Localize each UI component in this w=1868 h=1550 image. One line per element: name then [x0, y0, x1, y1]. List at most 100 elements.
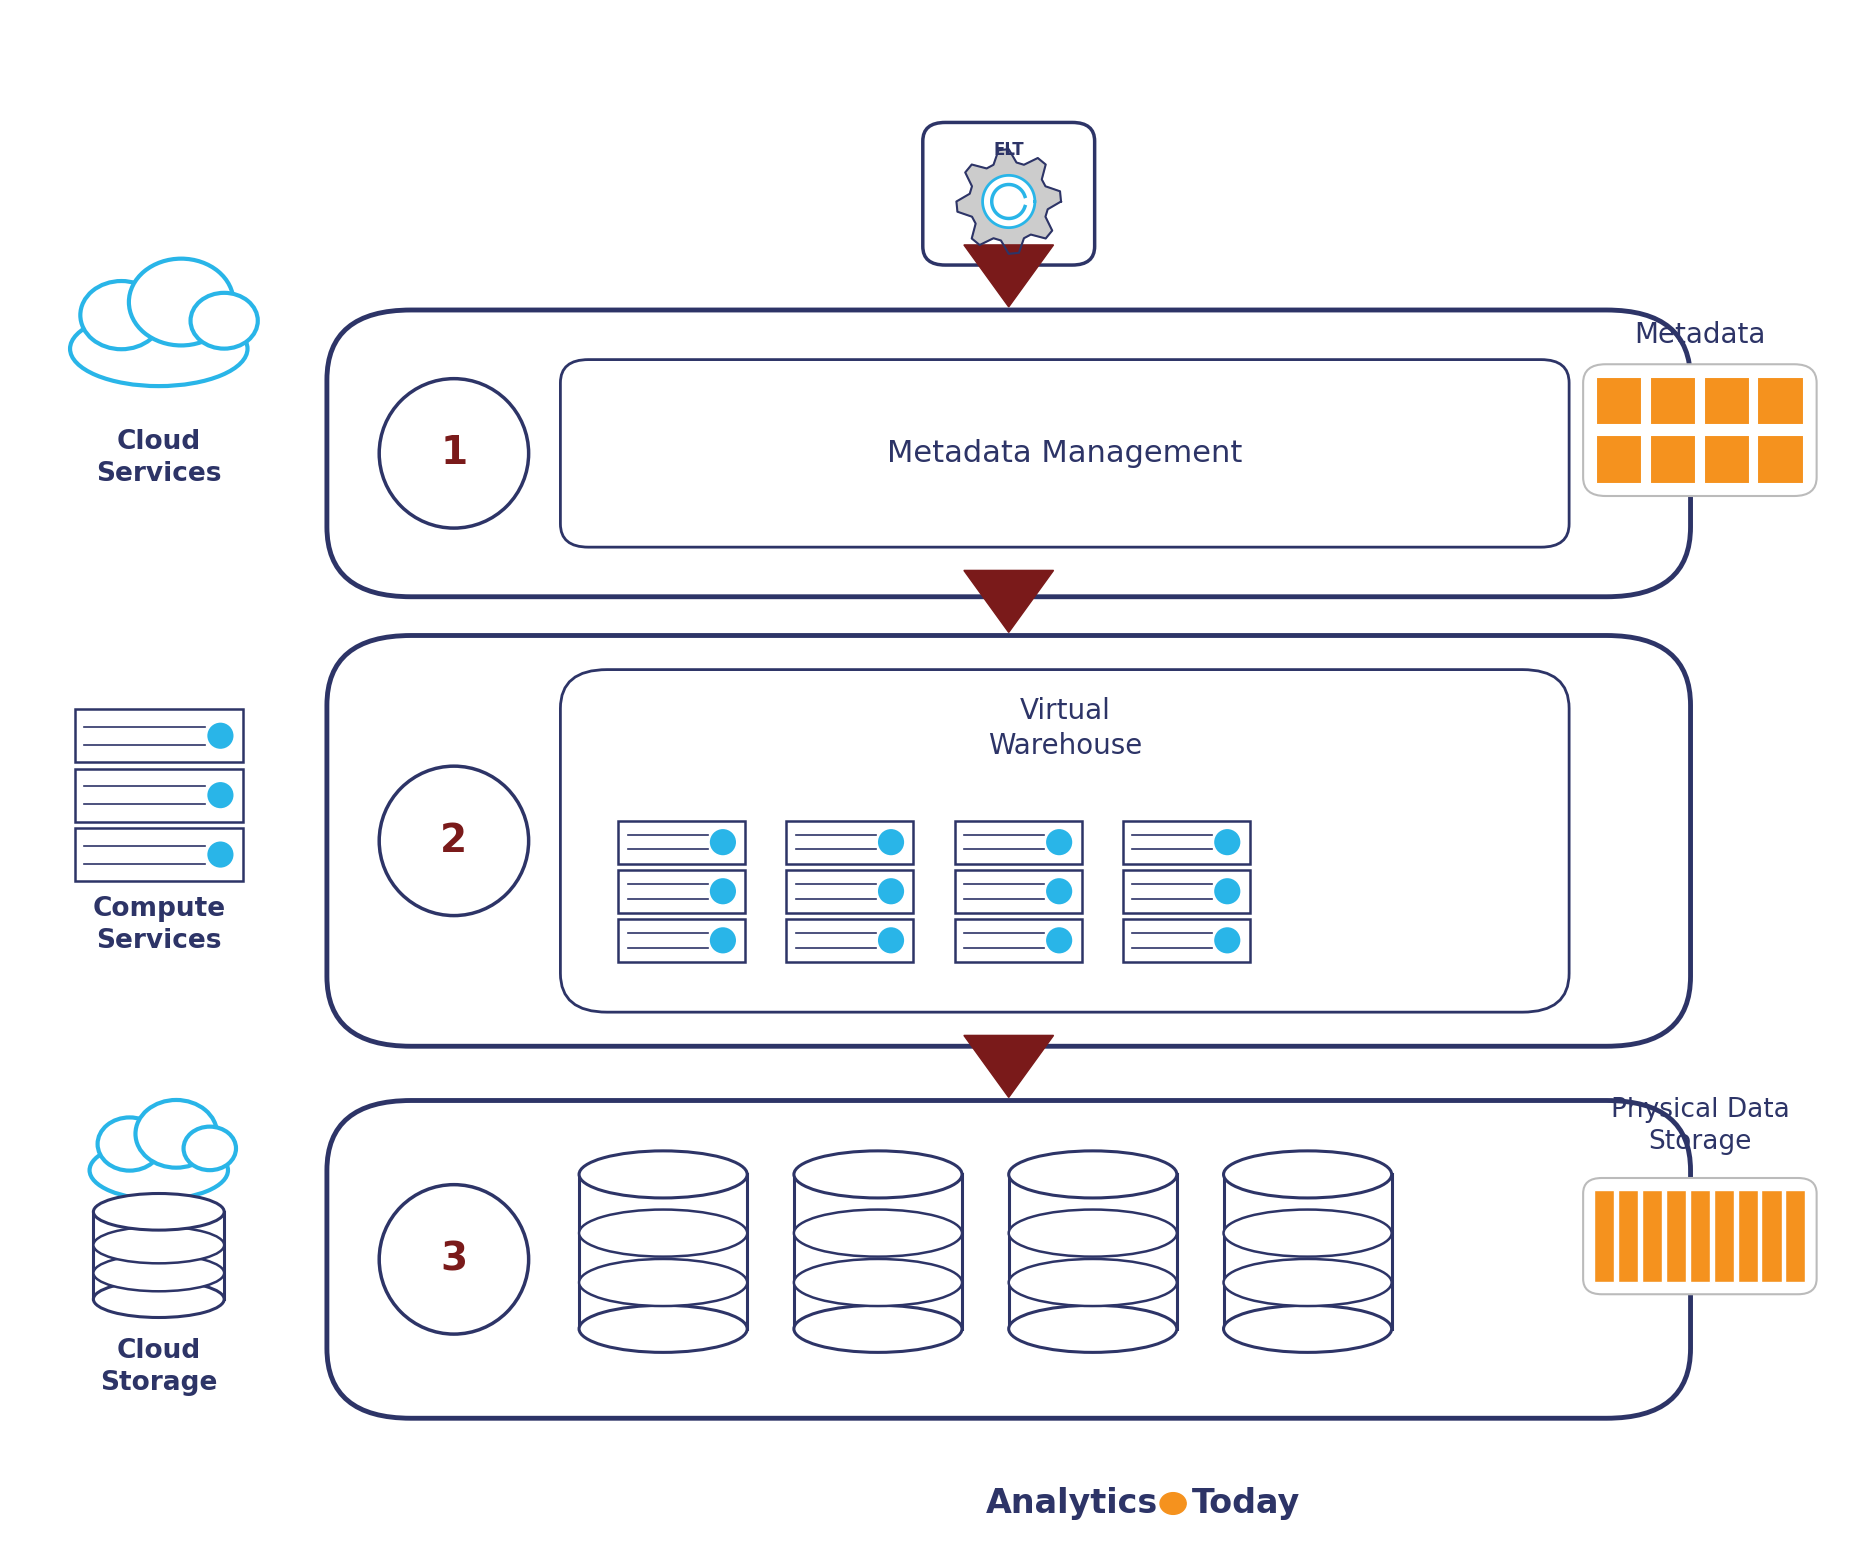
FancyBboxPatch shape	[579, 1175, 747, 1328]
FancyBboxPatch shape	[618, 919, 745, 961]
FancyBboxPatch shape	[1595, 1190, 1614, 1282]
FancyBboxPatch shape	[560, 360, 1569, 547]
Polygon shape	[964, 245, 1054, 307]
Ellipse shape	[71, 312, 247, 386]
Polygon shape	[964, 1035, 1054, 1097]
Text: Cloud
Storage: Cloud Storage	[101, 1338, 217, 1395]
Ellipse shape	[1009, 1259, 1177, 1307]
Text: Metadata: Metadata	[1634, 321, 1765, 349]
Ellipse shape	[878, 879, 904, 904]
Ellipse shape	[1046, 927, 1072, 953]
Ellipse shape	[794, 1209, 962, 1257]
Ellipse shape	[90, 1141, 228, 1200]
Polygon shape	[983, 175, 1035, 228]
FancyBboxPatch shape	[988, 570, 1029, 600]
Ellipse shape	[878, 927, 904, 953]
Ellipse shape	[579, 1259, 747, 1307]
Ellipse shape	[1009, 1305, 1177, 1352]
FancyBboxPatch shape	[988, 245, 1029, 265]
FancyBboxPatch shape	[1758, 377, 1804, 425]
Circle shape	[1160, 1493, 1186, 1514]
Ellipse shape	[1009, 1150, 1177, 1198]
FancyBboxPatch shape	[923, 122, 1095, 265]
Ellipse shape	[1214, 879, 1240, 904]
Text: Compute
Services: Compute Services	[92, 896, 226, 953]
Ellipse shape	[1224, 1209, 1392, 1257]
Ellipse shape	[379, 1184, 529, 1335]
FancyBboxPatch shape	[560, 670, 1569, 1012]
FancyBboxPatch shape	[327, 636, 1691, 1046]
FancyBboxPatch shape	[1618, 1190, 1638, 1282]
Ellipse shape	[207, 722, 234, 749]
FancyBboxPatch shape	[1584, 1178, 1818, 1294]
FancyBboxPatch shape	[955, 820, 1082, 863]
FancyBboxPatch shape	[955, 870, 1082, 913]
Text: ELT: ELT	[994, 141, 1024, 160]
FancyBboxPatch shape	[327, 1100, 1691, 1418]
FancyBboxPatch shape	[1762, 1190, 1782, 1282]
Text: Today: Today	[1192, 1486, 1300, 1521]
Ellipse shape	[579, 1209, 747, 1257]
Ellipse shape	[1224, 1150, 1392, 1198]
FancyBboxPatch shape	[1666, 1190, 1687, 1282]
FancyBboxPatch shape	[618, 870, 745, 913]
FancyBboxPatch shape	[93, 1212, 224, 1299]
Ellipse shape	[1224, 1305, 1392, 1352]
FancyBboxPatch shape	[1009, 1175, 1177, 1328]
FancyBboxPatch shape	[1758, 434, 1804, 484]
FancyBboxPatch shape	[1584, 364, 1818, 496]
FancyBboxPatch shape	[1123, 919, 1250, 961]
Ellipse shape	[1046, 829, 1072, 856]
FancyBboxPatch shape	[1123, 870, 1250, 913]
Circle shape	[183, 1127, 235, 1170]
FancyBboxPatch shape	[327, 310, 1691, 597]
Ellipse shape	[794, 1150, 962, 1198]
FancyBboxPatch shape	[1704, 434, 1750, 484]
FancyBboxPatch shape	[786, 870, 913, 913]
Ellipse shape	[794, 1305, 962, 1352]
Circle shape	[129, 259, 234, 346]
FancyBboxPatch shape	[1691, 1190, 1709, 1282]
Polygon shape	[964, 570, 1054, 632]
FancyBboxPatch shape	[75, 769, 243, 822]
Ellipse shape	[710, 927, 736, 953]
Ellipse shape	[1046, 879, 1072, 904]
FancyBboxPatch shape	[1737, 1190, 1758, 1282]
Ellipse shape	[207, 842, 234, 868]
Ellipse shape	[710, 829, 736, 856]
Ellipse shape	[579, 1305, 747, 1352]
Circle shape	[191, 293, 258, 349]
Text: 1: 1	[441, 434, 467, 473]
Ellipse shape	[379, 766, 529, 916]
Ellipse shape	[93, 1280, 224, 1318]
Ellipse shape	[579, 1150, 747, 1198]
Ellipse shape	[1214, 829, 1240, 856]
Text: Physical Data
Storage: Physical Data Storage	[1610, 1097, 1790, 1155]
FancyBboxPatch shape	[1649, 434, 1696, 484]
Ellipse shape	[878, 829, 904, 856]
Text: 2: 2	[441, 822, 467, 860]
FancyBboxPatch shape	[1704, 377, 1750, 425]
FancyBboxPatch shape	[1597, 377, 1642, 425]
FancyBboxPatch shape	[1224, 1175, 1392, 1328]
FancyBboxPatch shape	[786, 919, 913, 961]
Ellipse shape	[93, 1194, 224, 1231]
FancyBboxPatch shape	[618, 820, 745, 863]
FancyBboxPatch shape	[75, 710, 243, 763]
Ellipse shape	[794, 1259, 962, 1307]
Ellipse shape	[1224, 1259, 1392, 1307]
FancyBboxPatch shape	[988, 1035, 1029, 1049]
Ellipse shape	[710, 879, 736, 904]
FancyBboxPatch shape	[1123, 820, 1250, 863]
FancyBboxPatch shape	[786, 820, 913, 863]
Ellipse shape	[1009, 1209, 1177, 1257]
FancyBboxPatch shape	[794, 1175, 962, 1328]
Text: Virtual
Warehouse: Virtual Warehouse	[988, 698, 1141, 760]
FancyBboxPatch shape	[1597, 434, 1642, 484]
FancyBboxPatch shape	[1713, 1190, 1734, 1282]
Circle shape	[97, 1118, 163, 1170]
Ellipse shape	[207, 783, 234, 808]
Text: Cloud
Services: Cloud Services	[95, 429, 222, 487]
Ellipse shape	[379, 378, 529, 529]
FancyBboxPatch shape	[1649, 377, 1696, 425]
